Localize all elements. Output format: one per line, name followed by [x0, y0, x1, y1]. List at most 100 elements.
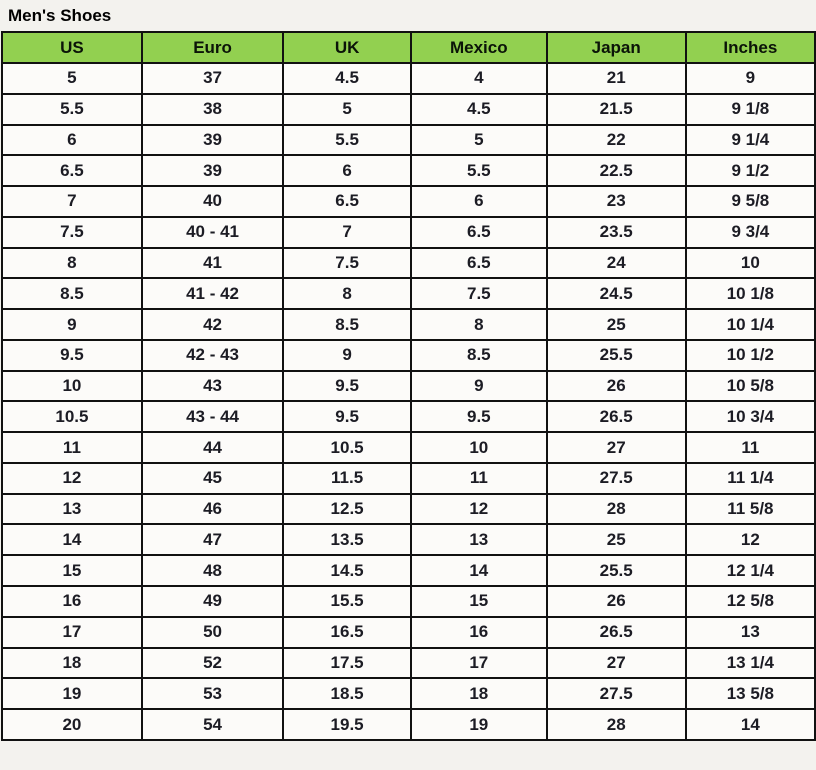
table-row: 6 39 5.5 5 22 9 1/4 — [1, 123, 816, 157]
table-cell: 6.5 — [409, 215, 548, 249]
table-cell: 14.5 — [282, 554, 412, 588]
table-cell: 9 1/8 — [684, 92, 816, 126]
table-cell: 12 5/8 — [684, 585, 816, 618]
table-cell: 14 — [409, 554, 548, 588]
table-cell: 37 — [140, 62, 285, 95]
table-cell: 50 — [140, 615, 285, 649]
table-cell: 17 — [409, 646, 548, 680]
table-row: 20 54 19.5 19 28 14 — [1, 708, 816, 741]
table-cell: 15 — [409, 585, 548, 618]
table-cell: 12 — [684, 523, 816, 557]
table-cell: 7.5 — [282, 246, 412, 280]
table-cell: 13.5 — [282, 523, 412, 557]
table-cell: 39 — [140, 154, 285, 188]
table-row: 11 44 10.5 10 27 11 — [1, 431, 816, 464]
table-cell: 9 — [282, 338, 412, 372]
table-cell: 9 — [409, 369, 548, 403]
table-cell: 9 1/4 — [684, 123, 816, 157]
table-cell: 13 — [409, 523, 548, 557]
table-cell: 42 — [140, 308, 285, 341]
table-cell: 9 — [684, 62, 816, 95]
table-cell: 11 — [684, 431, 816, 464]
header-row: US Euro UK Mexico Japan Inches — [1, 31, 816, 64]
table-row: 14 47 13.5 13 25 12 — [1, 523, 816, 557]
table-cell: 9.5 — [282, 400, 412, 434]
table-cell: 52 — [140, 646, 285, 680]
table-cell: 4.5 — [282, 62, 412, 95]
table-cell: 43 — [140, 369, 285, 403]
table-row: 10.5 43 - 44 9.5 9.5 26.5 10 3/4 — [1, 400, 816, 434]
table-row: 13 46 12.5 12 28 11 5/8 — [1, 492, 816, 526]
table-cell: 39 — [140, 123, 285, 157]
table-cell: 25 — [545, 523, 687, 557]
table-cell: 14 — [1, 523, 143, 557]
table-cell: 21 — [545, 62, 687, 95]
table-row: 19 53 18.5 18 27.5 13 5/8 — [1, 677, 816, 711]
table-row: 7 40 6.5 6 23 9 5/8 — [1, 185, 816, 218]
table-body: 5 37 4.5 4 21 9 5.5 38 5 4.5 21.5 9 1/8 6 39 5.5 5 22 9 1… — [1, 62, 816, 741]
table-cell: 14 — [684, 708, 816, 741]
table-cell: 18 — [1, 646, 143, 680]
table-cell: 10 5/8 — [684, 369, 816, 403]
table-cell: 12 1/4 — [684, 554, 816, 588]
table-cell: 9.5 — [1, 338, 143, 372]
table-cell: 13 5/8 — [684, 677, 816, 711]
table-cell: 28 — [545, 708, 687, 741]
table-cell: 16 — [1, 585, 143, 618]
table-cell: 27 — [545, 646, 687, 680]
table-row: 17 50 16.5 16 26.5 13 — [1, 615, 816, 649]
column-header-japan: Japan — [545, 31, 687, 64]
table-cell: 16.5 — [282, 615, 412, 649]
table-cell: 10 — [1, 369, 143, 403]
table-cell: 11 — [409, 461, 548, 495]
table-cell: 18 — [409, 677, 548, 711]
table-cell: 22.5 — [545, 154, 687, 188]
table-cell: 6.5 — [409, 246, 548, 280]
table-cell: 6 — [409, 185, 548, 218]
table-cell: 27 — [545, 431, 687, 464]
table-cell: 19 — [1, 677, 143, 711]
table-cell: 40 - 41 — [140, 215, 285, 249]
table-cell: 8.5 — [1, 277, 143, 311]
table-cell: 8.5 — [282, 308, 412, 341]
table-cell: 10.5 — [282, 431, 412, 464]
table-cell: 7 — [282, 215, 412, 249]
table-cell: 8 — [282, 277, 412, 311]
table-cell: 15.5 — [282, 585, 412, 618]
table-cell: 13 — [1, 492, 143, 526]
table-cell: 19.5 — [282, 708, 412, 741]
table-cell: 6.5 — [282, 185, 412, 218]
table-cell: 40 — [140, 185, 285, 218]
table-cell: 6 — [1, 123, 143, 157]
table-cell: 19 — [409, 708, 548, 741]
table-cell: 11 — [1, 431, 143, 464]
table-cell: 18.5 — [282, 677, 412, 711]
table-cell: 48 — [140, 554, 285, 588]
table-row: 15 48 14.5 14 25.5 12 1/4 — [1, 554, 816, 588]
table-cell: 10 — [684, 246, 816, 280]
table-cell: 8 — [409, 308, 548, 341]
table-cell: 41 - 42 — [140, 277, 285, 311]
table-cell: 7.5 — [409, 277, 548, 311]
table-cell: 38 — [140, 92, 285, 126]
table-cell: 23 — [545, 185, 687, 218]
table-cell: 10 1/8 — [684, 277, 816, 311]
table-cell: 12 — [1, 461, 143, 495]
table-cell: 9 5/8 — [684, 185, 816, 218]
table-cell: 4 — [409, 62, 548, 95]
table-row: 16 49 15.5 15 26 12 5/8 — [1, 585, 816, 618]
column-header-uk: UK — [282, 31, 412, 64]
page-title: Men's Shoes — [8, 6, 112, 25]
table-cell: 23.5 — [545, 215, 687, 249]
table-cell: 8.5 — [409, 338, 548, 372]
table-row: 8 41 7.5 6.5 24 10 — [1, 246, 816, 280]
table-row: 12 45 11.5 11 27.5 11 1/4 — [1, 461, 816, 495]
table-cell: 5 — [409, 123, 548, 157]
table-row: 9 42 8.5 8 25 10 1/4 — [1, 308, 816, 341]
table-cell: 9.5 — [409, 400, 548, 434]
table-header: US Euro UK Mexico Japan Inches — [1, 31, 816, 64]
table-cell: 10 3/4 — [684, 400, 816, 434]
table-cell: 8 — [1, 246, 143, 280]
table-row: 7.5 40 - 41 7 6.5 23.5 9 3/4 — [1, 215, 816, 249]
table-cell: 9 — [1, 308, 143, 341]
